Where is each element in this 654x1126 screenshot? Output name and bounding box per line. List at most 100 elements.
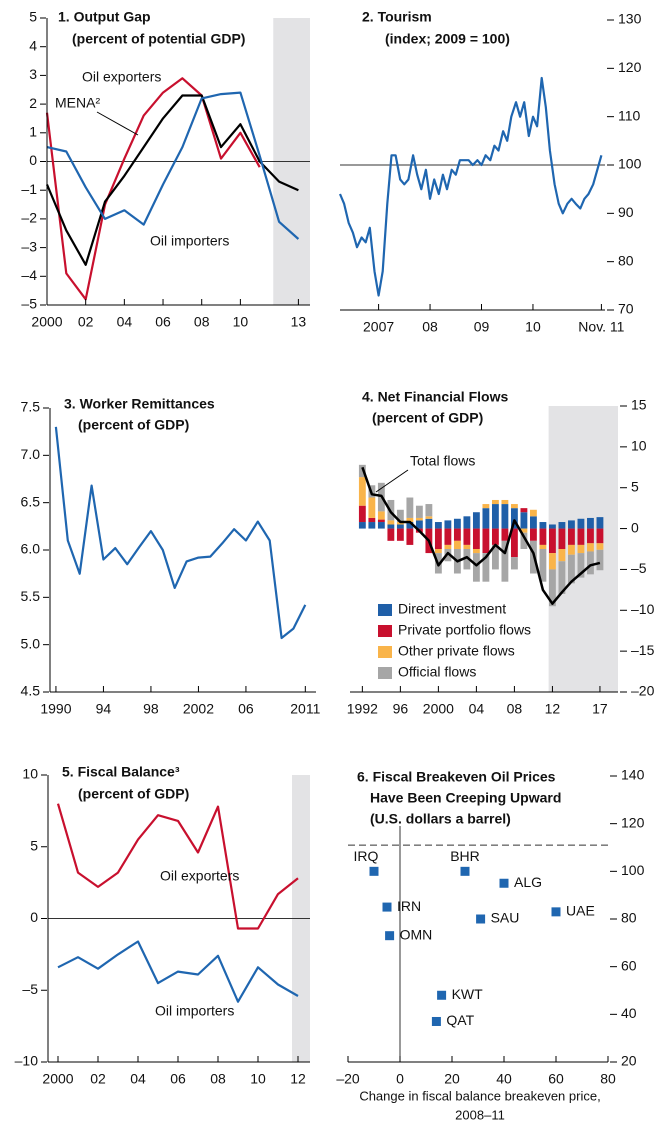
- y-tick-label: 0: [631, 519, 639, 535]
- y-tick-label: 5: [29, 9, 37, 25]
- bar-segment: [587, 543, 594, 552]
- bar-segment: [596, 517, 604, 529]
- bar-segment: [387, 520, 395, 525]
- x-tick-label: 06: [155, 314, 171, 330]
- chart-title: 3. Worker Remittances: [64, 396, 215, 412]
- point-label: IRQ: [354, 848, 379, 864]
- y-tick-label: –15: [631, 642, 654, 658]
- bar-segment: [453, 518, 461, 529]
- bar-segment: [539, 549, 547, 582]
- y-tick-label: 6.5: [21, 493, 41, 509]
- bar-segment: [482, 528, 490, 554]
- bar-segment: [434, 522, 442, 529]
- bar-segment: [510, 557, 518, 570]
- x-tick-label: 2000: [423, 701, 454, 717]
- y-tick-label: 4.5: [21, 683, 41, 699]
- bar-segment: [358, 505, 366, 523]
- bar-segment: [415, 505, 423, 518]
- point-label: SAU: [491, 910, 520, 926]
- x-tick-label: Nov. 11: [578, 319, 624, 335]
- chart-subtitle: (index; 2009 = 100): [385, 31, 510, 47]
- bar-segment: [387, 524, 395, 529]
- scatter-point: [499, 878, 509, 888]
- bar-segment: [444, 528, 452, 545]
- y-tick-label: 5: [30, 837, 38, 853]
- bar-segment: [482, 504, 490, 509]
- y-tick-label: 15: [631, 397, 647, 413]
- bar-segment: [587, 517, 594, 529]
- bar-segment: [568, 554, 575, 584]
- bar-segment: [472, 512, 480, 529]
- bar-segment: [463, 544, 471, 549]
- bar-segment: [568, 528, 575, 545]
- y-tick-label: 7.0: [21, 446, 41, 462]
- bar-segment: [491, 504, 499, 529]
- bar-segment: [406, 522, 414, 529]
- bar-segment: [444, 544, 452, 549]
- bar-segment: [501, 540, 509, 582]
- bar-segment: [529, 528, 537, 541]
- bar-segment: [577, 553, 585, 578]
- y-tick-label: –5: [631, 560, 647, 576]
- bar-segment: [396, 524, 404, 529]
- bar-segment: [377, 519, 385, 523]
- bar-segment: [453, 540, 461, 549]
- chart-title: Have Been Creeping Upward: [370, 790, 561, 806]
- bar-segment: [587, 528, 594, 544]
- bar-segment: [444, 520, 452, 529]
- point-label: KWT: [452, 986, 484, 1002]
- y-tick-label: 0: [30, 909, 38, 925]
- bar-segment: [529, 516, 537, 529]
- point-label: IRN: [397, 898, 421, 914]
- x-tick-label: 09: [474, 319, 490, 335]
- x-tick-label: 08: [210, 1071, 226, 1087]
- series-line: [45, 77, 261, 301]
- chart-subtitle: (percent of GDP): [372, 410, 483, 426]
- series-line: [361, 466, 601, 605]
- chart-subtitle: (percent of potential GDP): [72, 31, 245, 47]
- scatter-point: [431, 1016, 441, 1026]
- bar-segment: [463, 549, 471, 570]
- scatter-point: [460, 866, 470, 876]
- bar-segment: [520, 532, 528, 549]
- x-tick-label: 60: [548, 1071, 564, 1087]
- y-tick-label: –10: [631, 601, 654, 617]
- bar-segment: [463, 516, 471, 529]
- series-label: MENA²: [55, 95, 100, 111]
- bar-segment: [415, 520, 423, 529]
- chart-title: 4. Net Financial Flows: [362, 389, 508, 405]
- x-tick-label: –20: [336, 1071, 360, 1087]
- x-axis-label: Change in fiscal balance breakeven price…: [359, 1088, 600, 1103]
- x-axis-label: 2008–11: [455, 1107, 505, 1122]
- bar-segment: [425, 504, 433, 517]
- bar-segment: [406, 528, 414, 545]
- bar-segment: [463, 528, 471, 545]
- y-tick-label: 110: [618, 107, 641, 123]
- bar-segment: [501, 528, 509, 541]
- bar-segment: [501, 499, 509, 505]
- scatter-point: [385, 931, 395, 941]
- legend-swatch: [378, 667, 392, 679]
- y-tick-label: –2: [21, 210, 37, 226]
- x-tick-label: 04: [130, 1071, 146, 1087]
- series-label: Oil exporters: [82, 69, 161, 85]
- bar-segment: [529, 509, 537, 517]
- chart-title: 1. Output Gap: [58, 9, 151, 25]
- bar-segment: [510, 528, 518, 558]
- y-tick-label: 60: [621, 957, 637, 973]
- bar-segment: [472, 553, 480, 582]
- bar-segment: [539, 528, 547, 545]
- bar-segment: [415, 517, 423, 521]
- y-tick-label: 140: [621, 767, 645, 783]
- x-tick-label: 04: [117, 314, 133, 330]
- scatter-point: [382, 902, 392, 912]
- y-tick-label: 20: [621, 1053, 637, 1069]
- x-tick-label: 02: [78, 314, 94, 330]
- point-label: QAT: [446, 1012, 474, 1028]
- y-tick-label: 100: [618, 156, 642, 172]
- x-tick-label: 06: [238, 701, 254, 717]
- chart-title: 5. Fiscal Balance³: [62, 764, 180, 780]
- x-tick-label: 1990: [40, 701, 71, 717]
- x-tick-label: 04: [469, 701, 485, 717]
- bar-segment: [577, 544, 585, 554]
